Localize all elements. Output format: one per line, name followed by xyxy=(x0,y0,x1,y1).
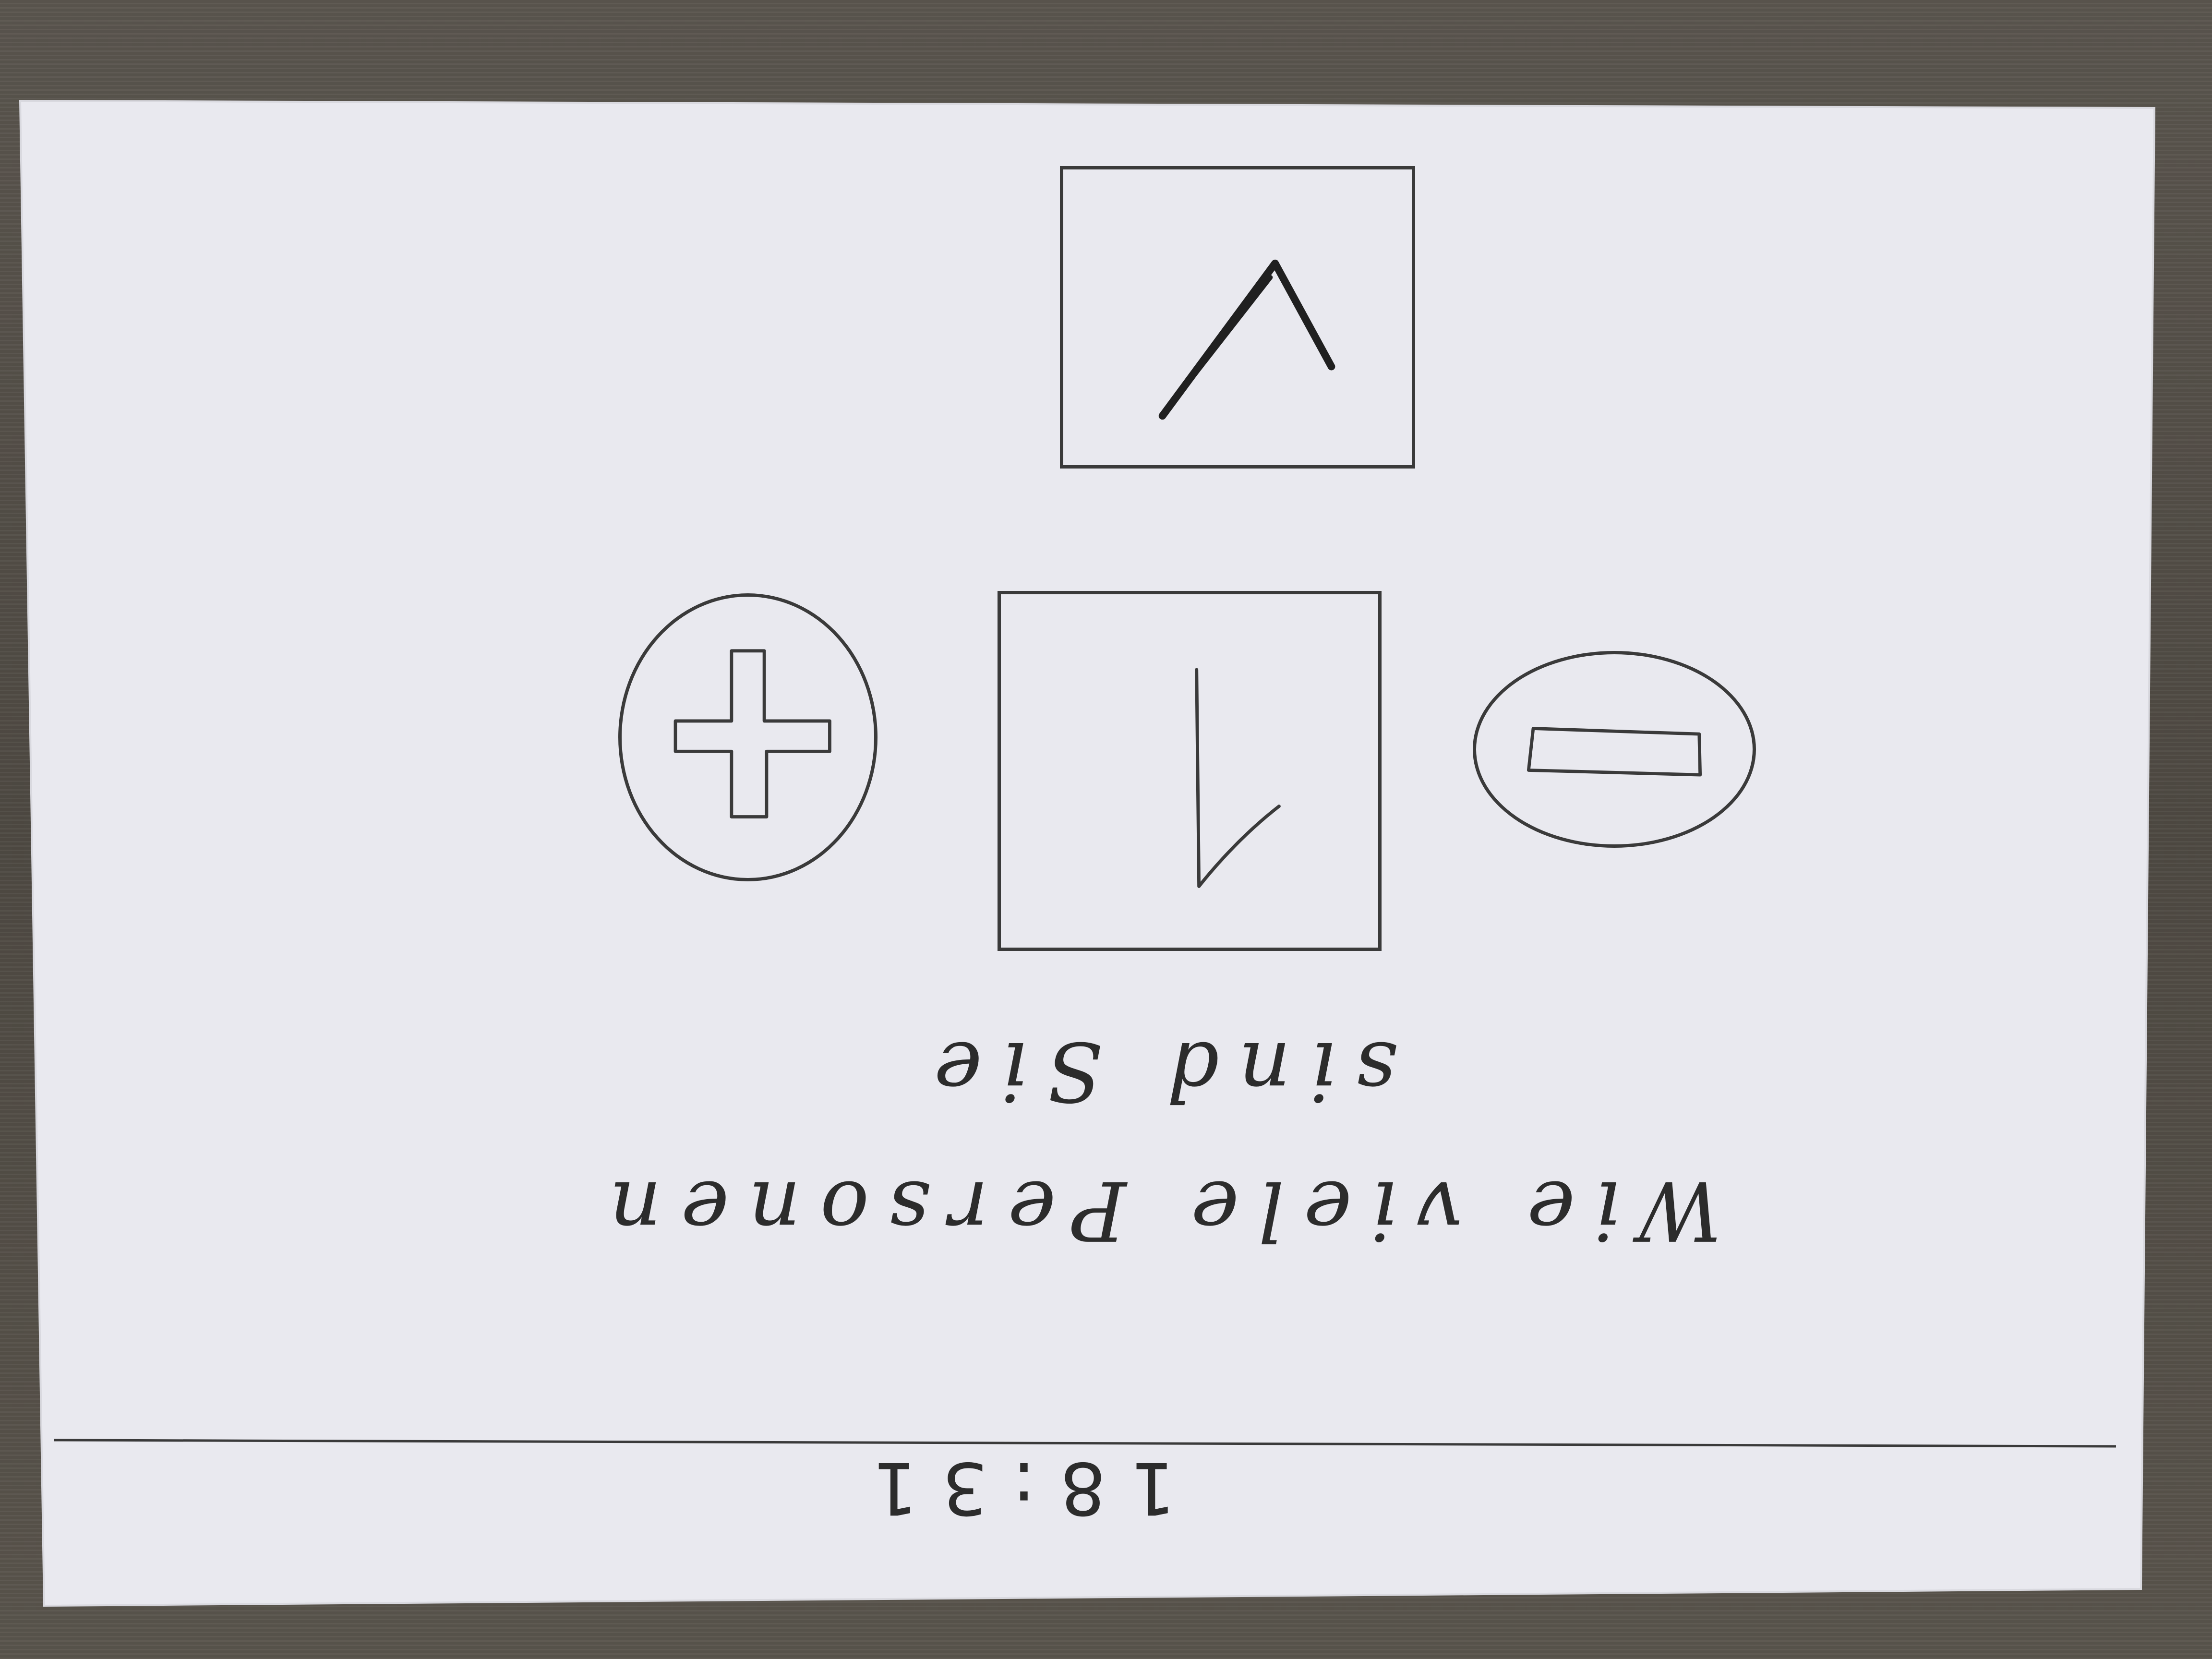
decrement-button[interactable] xyxy=(1473,651,1756,848)
person-count-display xyxy=(998,591,1382,951)
checkmark-icon xyxy=(1158,259,1335,420)
confirm-button[interactable] xyxy=(1060,166,1415,469)
plus-icon xyxy=(673,649,831,819)
question-prompt: Wie viele Personen sind Sie xyxy=(484,1001,1828,1280)
question-line-2: sind Sie xyxy=(914,1023,1397,1118)
question-line-1: Wie viele Personen xyxy=(589,1163,1722,1258)
count-digit-one xyxy=(1195,668,1281,888)
increment-button[interactable] xyxy=(618,593,878,881)
minus-icon xyxy=(1527,727,1702,777)
